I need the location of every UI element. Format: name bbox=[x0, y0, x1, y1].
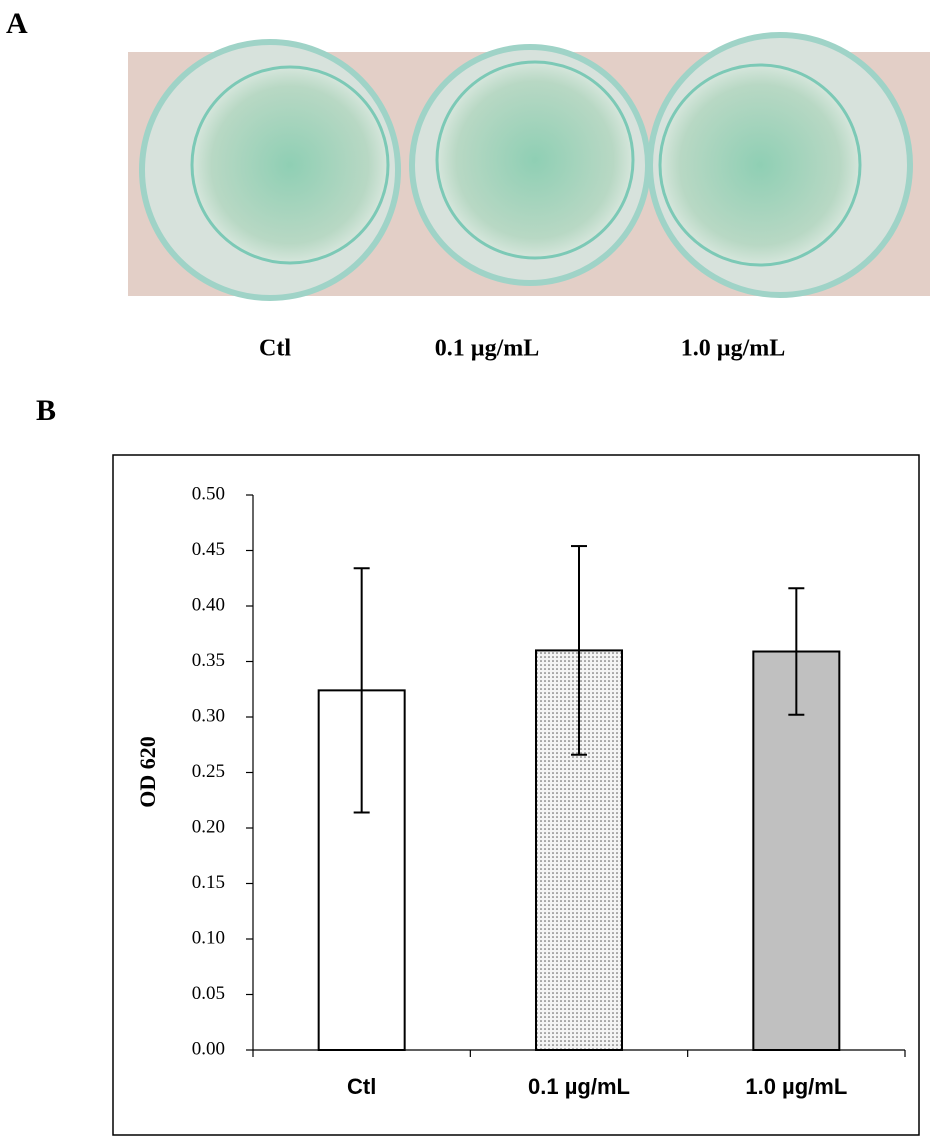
y-tick-label: 0.50 bbox=[192, 483, 225, 504]
photo-label: 0.1 µg/mL bbox=[435, 336, 540, 362]
y-tick-label: 0.30 bbox=[192, 705, 225, 726]
y-tick-label: 0.05 bbox=[192, 983, 225, 1004]
photo-label: Ctl bbox=[259, 336, 291, 362]
y-tick-label: 0.15 bbox=[192, 872, 225, 893]
x-tick-label: 0.1 µg/mL bbox=[528, 1074, 630, 1099]
y-tick-label: 0.00 bbox=[192, 1038, 225, 1059]
y-tick-label: 0.35 bbox=[192, 650, 225, 671]
bar bbox=[752, 650, 841, 1051]
x-tick-label: Ctl bbox=[347, 1074, 376, 1099]
panel-label: B bbox=[36, 394, 56, 427]
panel-label: A bbox=[6, 7, 28, 40]
y-tick-label: 0.20 bbox=[192, 816, 225, 837]
y-axis-title: OD 620 bbox=[135, 736, 160, 808]
photo-label: 1.0 µg/mL bbox=[681, 336, 786, 362]
photo bbox=[128, 32, 930, 301]
chart-frame bbox=[112, 454, 920, 1136]
y-tick-label: 0.25 bbox=[192, 761, 225, 782]
y-tick-label: 0.40 bbox=[192, 594, 225, 615]
y-tick-label: 0.45 bbox=[192, 539, 225, 560]
y-tick-label: 0.10 bbox=[192, 927, 225, 948]
x-tick-label: 1.0 µg/mL bbox=[745, 1074, 847, 1099]
